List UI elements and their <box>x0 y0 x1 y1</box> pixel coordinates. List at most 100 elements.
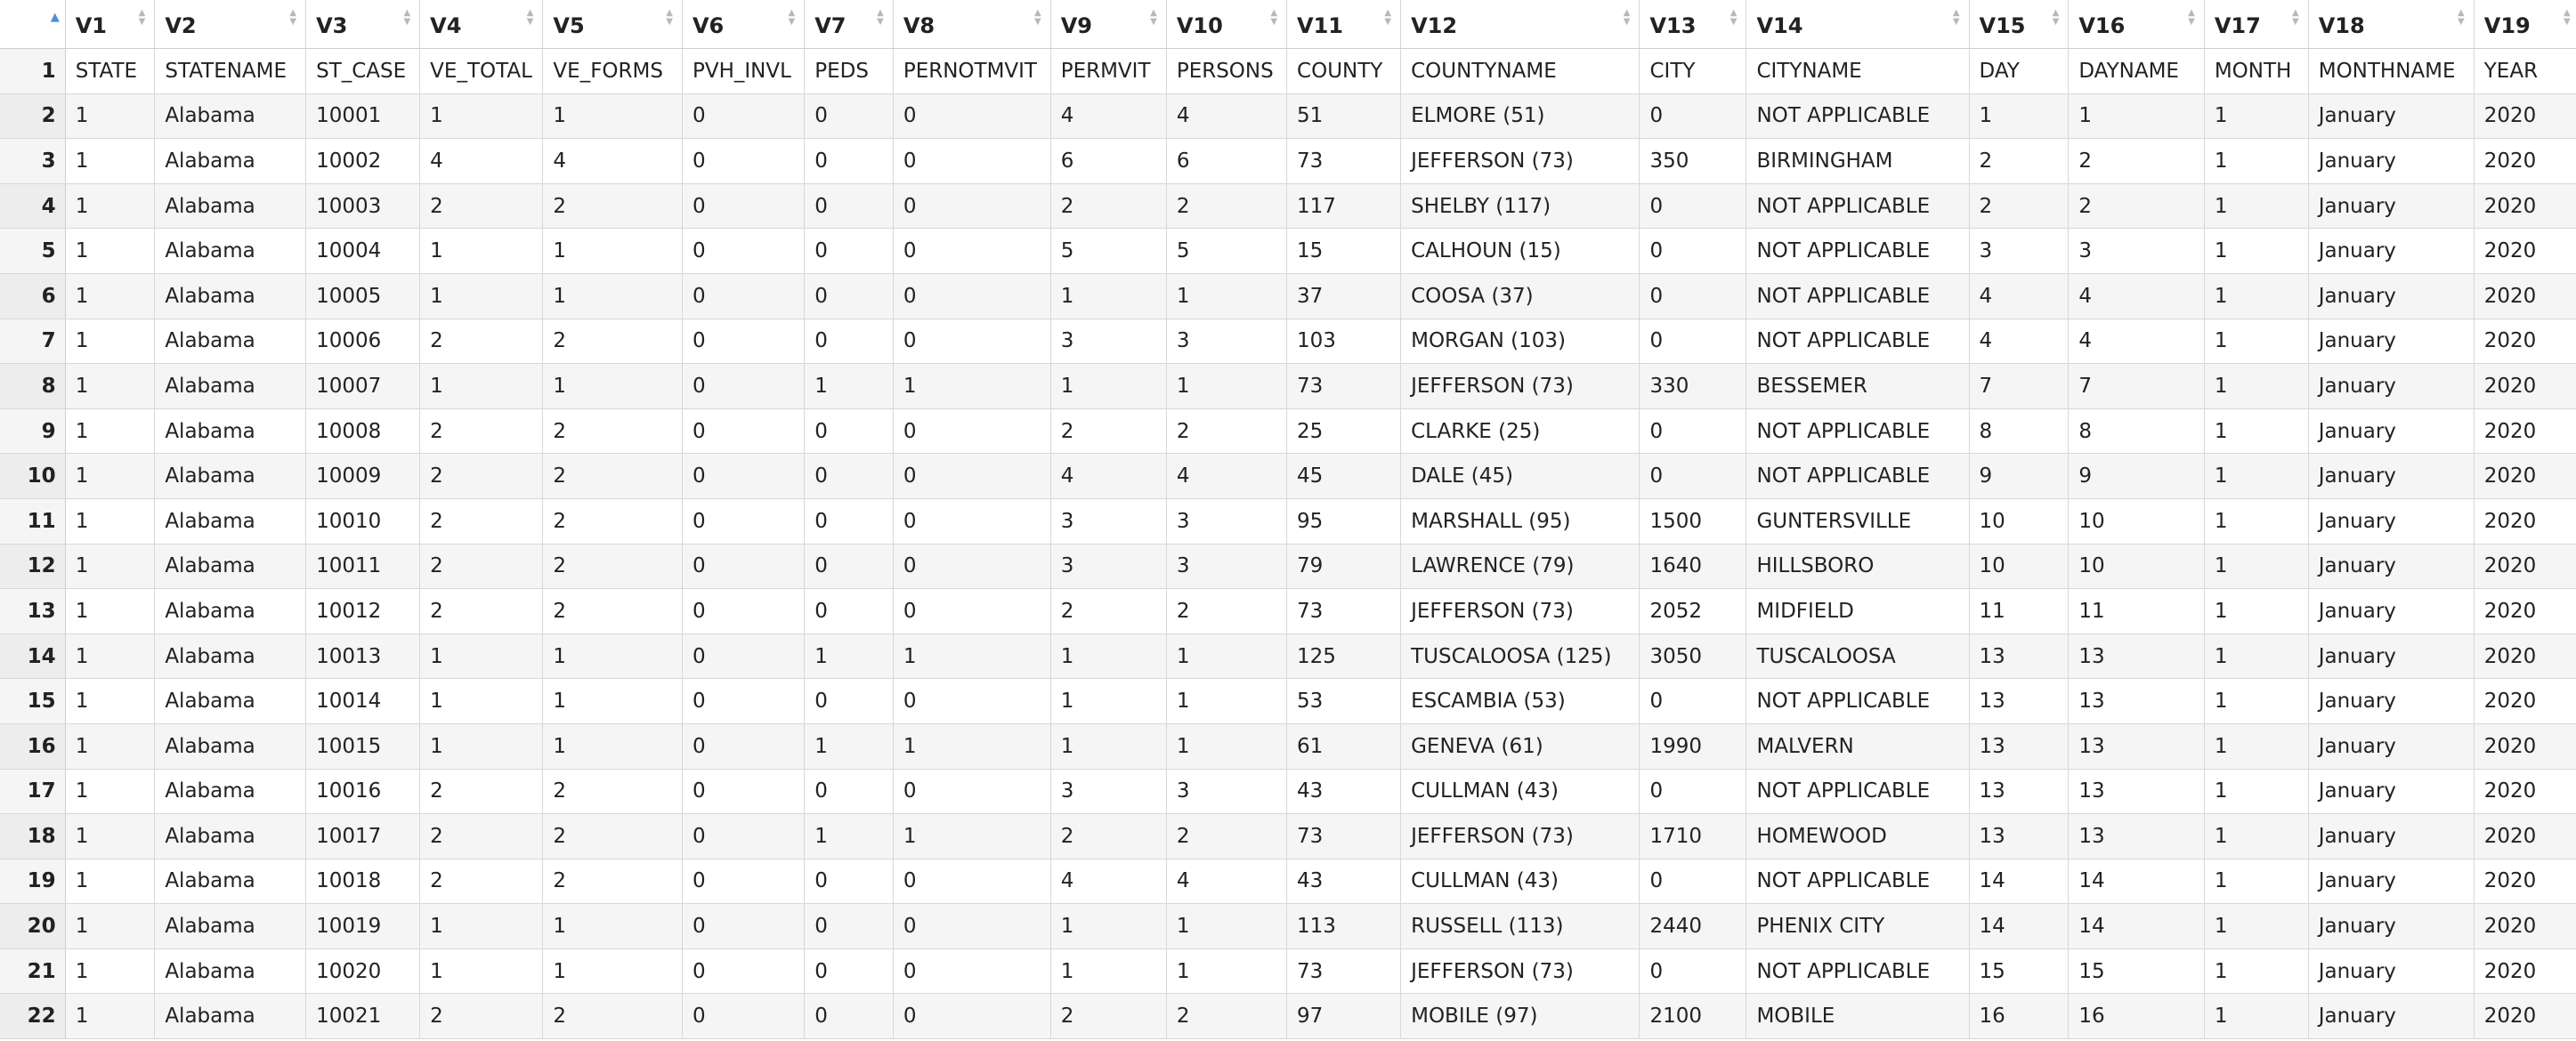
table-cell[interactable]: 1 <box>419 228 544 274</box>
table-cell[interactable]: BESSEMER <box>1746 363 1970 409</box>
table-cell[interactable]: January <box>2308 453 2475 499</box>
table-cell[interactable]: 1 <box>804 723 894 770</box>
table-cell[interactable]: 3 <box>1166 544 1288 590</box>
table-cell[interactable]: 10020 <box>305 948 421 995</box>
table-cell[interactable]: 4 <box>1166 93 1288 140</box>
table-cell[interactable]: 0 <box>804 544 894 590</box>
table-cell[interactable]: 3 <box>1050 498 1167 545</box>
table-cell[interactable]: 3050 <box>1639 633 1747 680</box>
table-cell[interactable]: NOT APPLICABLE <box>1746 769 1970 815</box>
table-cell[interactable]: 0 <box>893 498 1051 545</box>
table-cell[interactable]: 2 <box>542 453 683 499</box>
table-cell[interactable]: 2 <box>1166 183 1288 230</box>
table-cell[interactable]: 0 <box>1639 408 1747 455</box>
table-cell[interactable]: CALHOUN (15) <box>1400 228 1640 274</box>
table-cell[interactable]: 1 <box>1166 273 1288 319</box>
table-cell[interactable]: 2 <box>1166 813 1288 859</box>
table-cell[interactable]: 0 <box>682 723 806 770</box>
table-cell[interactable]: 2 <box>419 453 544 499</box>
table-cell[interactable]: 330 <box>1639 363 1747 409</box>
table-cell[interactable]: 1 <box>542 363 683 409</box>
table-cell[interactable]: 2020 <box>2474 453 2576 499</box>
table-cell[interactable]: 13 <box>2068 769 2205 815</box>
table-cell[interactable]: 10010 <box>305 498 421 545</box>
table-cell[interactable]: 97 <box>1286 993 1402 1040</box>
table-cell[interactable]: 1 <box>419 678 544 724</box>
table-cell[interactable]: 10 <box>1969 498 2070 545</box>
table-cell[interactable]: 0 <box>1639 93 1747 140</box>
table-cell[interactable]: 0 <box>804 769 894 815</box>
table-cell[interactable]: 1 <box>1166 903 1288 949</box>
table-cell[interactable]: 2 <box>542 498 683 545</box>
row-number[interactable]: 22 <box>0 993 66 1040</box>
table-cell[interactable]: GENEVA (61) <box>1400 723 1640 770</box>
table-cell[interactable]: 0 <box>682 228 806 274</box>
table-cell[interactable]: 1 <box>1166 723 1288 770</box>
table-cell[interactable]: 103 <box>1286 319 1402 365</box>
table-cell[interactable]: COOSA (37) <box>1400 273 1640 319</box>
table-row[interactable]: 12 1 Alabama 10011 2 2 0 0 0 3 3 79 LAWRENCE (79) 164… <box>0 544 2576 590</box>
table-cell[interactable]: 0 <box>682 183 806 230</box>
table-cell[interactable]: 3 <box>1166 769 1288 815</box>
table-cell[interactable]: NOT APPLICABLE <box>1746 408 1970 455</box>
table-cell[interactable]: Alabama <box>154 273 307 319</box>
table-cell[interactable]: 10011 <box>305 544 421 590</box>
table-cell[interactable]: 4 <box>419 138 544 184</box>
table-cell[interactable]: 10017 <box>305 813 421 859</box>
table-cell[interactable]: 1 <box>419 723 544 770</box>
table-cell[interactable]: 13 <box>1969 723 2070 770</box>
table-cell[interactable]: 10007 <box>305 363 421 409</box>
table-cell[interactable]: 2 <box>419 769 544 815</box>
table-cell[interactable]: 0 <box>804 228 894 274</box>
table-cell[interactable]: 2 <box>542 408 683 455</box>
table-cell[interactable]: 2 <box>1050 588 1167 634</box>
table-cell[interactable]: Alabama <box>154 183 307 230</box>
table-row[interactable]: 8 1 Alabama 10007 1 1 0 1 1 1 1 73 JEFFERSON (73) 330… <box>0 363 2576 409</box>
column-header-12[interactable]: V13 ▲ ▼ <box>1639 0 1747 49</box>
table-cell[interactable]: 2 <box>542 993 683 1040</box>
table-cell[interactable]: January <box>2308 273 2475 319</box>
table-cell[interactable]: 14 <box>2068 903 2205 949</box>
row-number[interactable]: 13 <box>0 588 66 634</box>
table-cell[interactable]: 15 <box>2068 948 2205 995</box>
column-header-14[interactable]: V15 ▲ ▼ <box>1969 0 2070 49</box>
table-cell[interactable]: 0 <box>893 408 1051 455</box>
table-cell[interactable]: ESCAMBIA (53) <box>1400 678 1640 724</box>
table-cell[interactable]: 2 <box>542 588 683 634</box>
table-row[interactable]: 1 STATE STATENAME ST_CASE VE_TOTAL VE_FORMS PV… <box>0 48 2576 94</box>
table-cell[interactable]: 0 <box>893 453 1051 499</box>
table-row[interactable]: 22 1 Alabama 10021 2 2 0 0 0 2 2 97 MOBILE (97) 2100 M… <box>0 993 2576 1040</box>
table-cell[interactable]: 1 <box>65 813 156 859</box>
table-cell[interactable]: 2020 <box>2474 183 2576 230</box>
table-cell[interactable]: 10016 <box>305 769 421 815</box>
table-cell[interactable]: 4 <box>1166 859 1288 905</box>
table-cell[interactable]: 10006 <box>305 319 421 365</box>
table-cell[interactable]: 1 <box>65 138 156 184</box>
table-cell[interactable]: 1 <box>2204 678 2309 724</box>
table-cell[interactable]: 73 <box>1286 138 1402 184</box>
table-cell[interactable]: JEFFERSON (73) <box>1400 813 1640 859</box>
table-cell[interactable]: COUNTY <box>1286 48 1402 94</box>
table-cell[interactable]: Alabama <box>154 544 307 590</box>
table-cell[interactable]: Alabama <box>154 319 307 365</box>
table-cell[interactable]: PEDS <box>804 48 894 94</box>
table-cell[interactable]: 1 <box>2068 93 2205 140</box>
table-cell[interactable]: 0 <box>682 498 806 545</box>
column-header-17[interactable]: V18 ▲ ▼ <box>2308 0 2475 49</box>
table-cell[interactable]: 2020 <box>2474 633 2576 680</box>
table-cell[interactable]: SHELBY (117) <box>1400 183 1640 230</box>
table-cell[interactable]: 2 <box>1050 993 1167 1040</box>
table-cell[interactable]: 1 <box>2204 813 2309 859</box>
table-cell[interactable]: January <box>2308 183 2475 230</box>
table-cell[interactable]: 0 <box>682 138 806 184</box>
table-cell[interactable]: 3 <box>1166 498 1288 545</box>
table-cell[interactable]: 0 <box>804 993 894 1040</box>
table-cell[interactable]: NOT APPLICABLE <box>1746 678 1970 724</box>
row-number[interactable]: 21 <box>0 948 66 995</box>
table-cell[interactable]: 0 <box>893 588 1051 634</box>
row-number[interactable]: 14 <box>0 633 66 680</box>
table-cell[interactable]: TUSCALOOSA (125) <box>1400 633 1640 680</box>
table-cell[interactable]: 11 <box>1969 588 2070 634</box>
table-cell[interactable]: 43 <box>1286 859 1402 905</box>
table-cell[interactable]: 2 <box>1166 408 1288 455</box>
